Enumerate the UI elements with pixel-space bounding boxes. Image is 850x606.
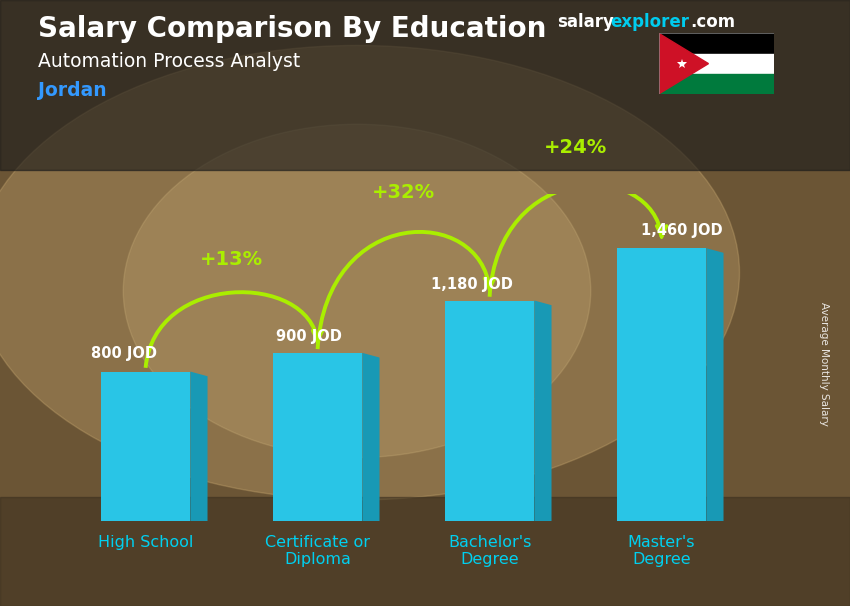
Text: 1,460 JOD: 1,460 JOD: [642, 223, 723, 238]
Bar: [273, 353, 362, 521]
Text: 800 JOD: 800 JOD: [91, 346, 156, 361]
Polygon shape: [535, 301, 552, 521]
Text: Salary Comparison By Education: Salary Comparison By Education: [38, 15, 547, 43]
Text: Automation Process Analyst: Automation Process Analyst: [38, 52, 301, 70]
Polygon shape: [659, 33, 708, 94]
Text: 1,180 JOD: 1,180 JOD: [432, 277, 513, 292]
Bar: [659, 53, 774, 74]
Bar: [659, 33, 774, 53]
Bar: [0, 497, 850, 606]
Bar: [101, 371, 190, 521]
Text: Jordan: Jordan: [38, 81, 107, 100]
Text: +24%: +24%: [544, 138, 607, 157]
Bar: [617, 248, 706, 521]
Bar: [0, 0, 850, 170]
Ellipse shape: [123, 124, 591, 458]
Bar: [445, 301, 535, 521]
Text: explorer: explorer: [610, 13, 689, 32]
Text: salary: salary: [557, 13, 614, 32]
Polygon shape: [362, 353, 379, 521]
Polygon shape: [190, 371, 207, 521]
Ellipse shape: [0, 45, 740, 500]
Text: +32%: +32%: [372, 183, 435, 202]
Text: Average Monthly Salary: Average Monthly Salary: [819, 302, 829, 425]
Polygon shape: [706, 248, 723, 521]
Text: +13%: +13%: [200, 250, 264, 269]
Bar: [659, 74, 774, 94]
Text: .com: .com: [690, 13, 735, 32]
Text: 900 JOD: 900 JOD: [276, 330, 342, 344]
